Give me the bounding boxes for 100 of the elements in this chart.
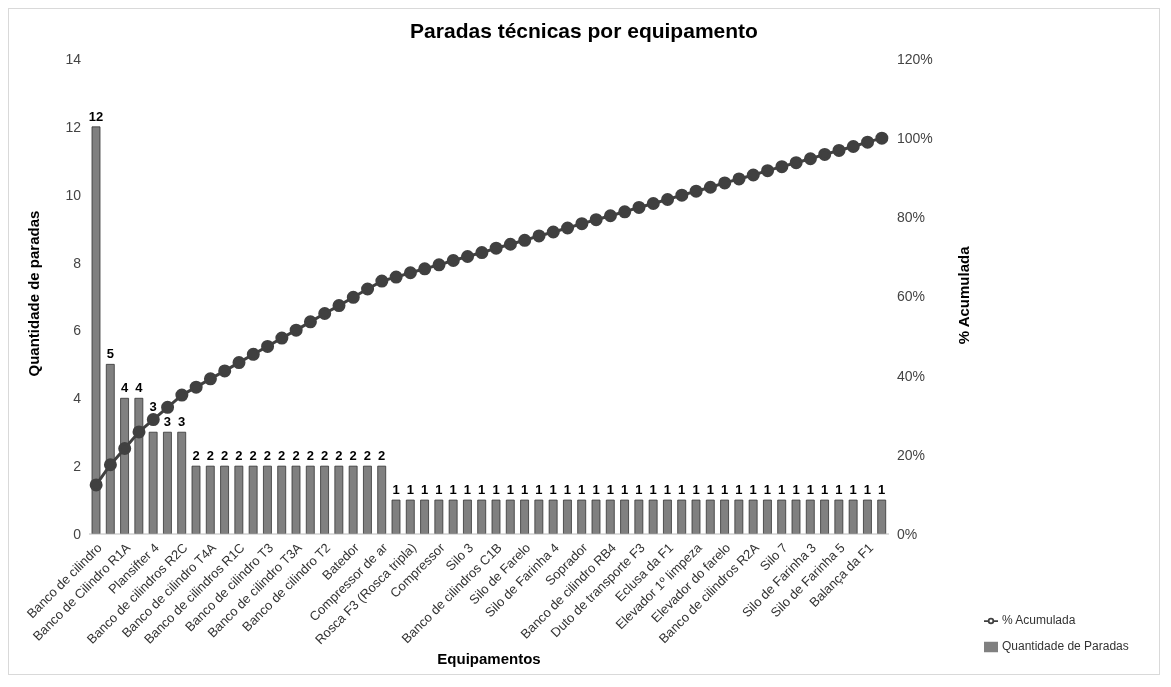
point xyxy=(103,458,117,472)
point xyxy=(89,478,103,492)
data-label: 2 xyxy=(192,448,200,464)
y2-tick-label: 20% xyxy=(897,446,926,463)
bar xyxy=(163,431,172,534)
data-label: 2 xyxy=(235,448,243,464)
data-label: 1 xyxy=(706,482,714,498)
bar xyxy=(463,499,472,534)
point xyxy=(875,131,889,145)
data-label: 3 xyxy=(149,398,157,414)
bar xyxy=(477,499,487,534)
bar xyxy=(777,499,787,534)
point xyxy=(832,143,846,157)
bar xyxy=(91,126,101,534)
y-tick-label: 2 xyxy=(73,458,82,475)
y2-tick-label: 80% xyxy=(897,209,926,226)
y-axis-title: Quantidade de paradas xyxy=(25,210,43,377)
data-label: 1 xyxy=(592,482,600,498)
point xyxy=(561,221,575,235)
bar xyxy=(405,499,415,534)
bar xyxy=(634,499,644,534)
data-label: 2 xyxy=(306,448,314,464)
legend-label: Quantidade de Paradas xyxy=(1002,639,1129,653)
point xyxy=(346,290,360,304)
data-label: 1 xyxy=(720,482,729,498)
point xyxy=(403,266,417,280)
y2-axis-title: % Acumulada xyxy=(955,245,973,345)
data-label: 1 xyxy=(578,482,586,498)
data-label: 3 xyxy=(178,414,186,430)
point xyxy=(503,237,517,251)
point xyxy=(803,152,817,166)
data-label: 1 xyxy=(735,482,743,498)
bar xyxy=(191,465,201,534)
data-label: 4 xyxy=(135,380,144,396)
point xyxy=(161,400,175,414)
x-axis-title: Equipamentos xyxy=(437,650,541,667)
bar xyxy=(105,363,115,534)
point xyxy=(446,253,460,267)
data-label: 1 xyxy=(792,482,800,498)
bar xyxy=(305,465,315,534)
data-label: 4 xyxy=(120,380,129,396)
point xyxy=(118,442,132,455)
data-label: 1 xyxy=(849,482,857,498)
bar xyxy=(220,465,229,534)
bar xyxy=(391,499,401,534)
point xyxy=(303,315,317,329)
point xyxy=(289,323,303,337)
y-tick-label: 12 xyxy=(65,118,82,135)
point xyxy=(546,225,560,239)
data-label: 2 xyxy=(335,448,343,464)
data-label: 1 xyxy=(649,482,657,498)
data-label: 3 xyxy=(163,414,172,430)
point xyxy=(846,139,860,153)
data-label: 1 xyxy=(663,482,672,498)
bar xyxy=(820,499,829,534)
point xyxy=(475,246,489,260)
bar xyxy=(763,499,772,534)
data-label: 1 xyxy=(778,482,786,498)
bar xyxy=(134,397,144,534)
bar xyxy=(263,465,272,534)
bar xyxy=(748,499,758,534)
point xyxy=(418,262,432,276)
legend-label: % Acumulada xyxy=(1002,613,1076,627)
bar xyxy=(534,499,544,534)
point xyxy=(603,209,617,223)
point xyxy=(203,372,217,386)
point xyxy=(489,241,503,255)
data-label: 2 xyxy=(249,448,257,464)
data-label: 1 xyxy=(820,482,829,498)
data-label: 1 xyxy=(420,482,429,498)
bar xyxy=(877,499,887,534)
point xyxy=(703,180,717,194)
bar xyxy=(563,499,572,534)
y-tick-label: 14 xyxy=(65,50,82,67)
bar xyxy=(520,499,529,534)
data-label: 1 xyxy=(620,482,629,498)
data-label: 2 xyxy=(320,448,329,464)
point xyxy=(218,364,232,378)
point xyxy=(789,156,803,170)
point xyxy=(761,164,775,178)
bar xyxy=(548,499,558,534)
point xyxy=(461,250,475,264)
y2-tick-label: 40% xyxy=(897,367,926,384)
data-label: 1 xyxy=(563,482,572,498)
bar xyxy=(363,465,372,534)
point xyxy=(332,299,346,313)
point xyxy=(146,413,160,427)
bar xyxy=(234,465,244,534)
data-label: 1 xyxy=(763,482,772,498)
bar xyxy=(334,465,344,534)
point xyxy=(189,380,203,394)
data-label: 2 xyxy=(263,448,272,464)
point xyxy=(575,217,589,231)
data-label: 1 xyxy=(878,482,886,498)
chart-title: Paradas técnicas por equipamento xyxy=(409,18,759,44)
y-tick-label: 6 xyxy=(73,322,82,339)
bar xyxy=(291,465,301,534)
data-label: 5 xyxy=(106,346,114,362)
point xyxy=(775,160,789,174)
bar xyxy=(177,431,187,534)
